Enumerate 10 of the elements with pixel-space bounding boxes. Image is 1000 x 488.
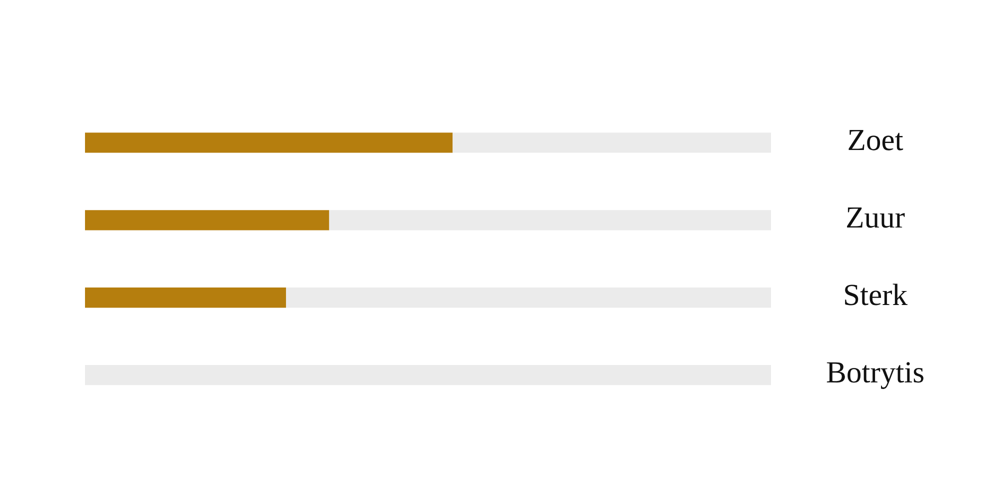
y-tick-label: Sterk — [845, 284, 908, 306]
bar — [85, 132, 453, 153]
bar — [452, 132, 771, 153]
bar — [286, 288, 771, 308]
bar — [85, 288, 286, 308]
y-tick-label: Zuur — [847, 207, 905, 228]
y-tick-label: Zoet — [848, 130, 904, 150]
bar — [329, 210, 771, 230]
bar — [85, 210, 330, 230]
y-tick-label: Botrytis — [826, 362, 924, 389]
